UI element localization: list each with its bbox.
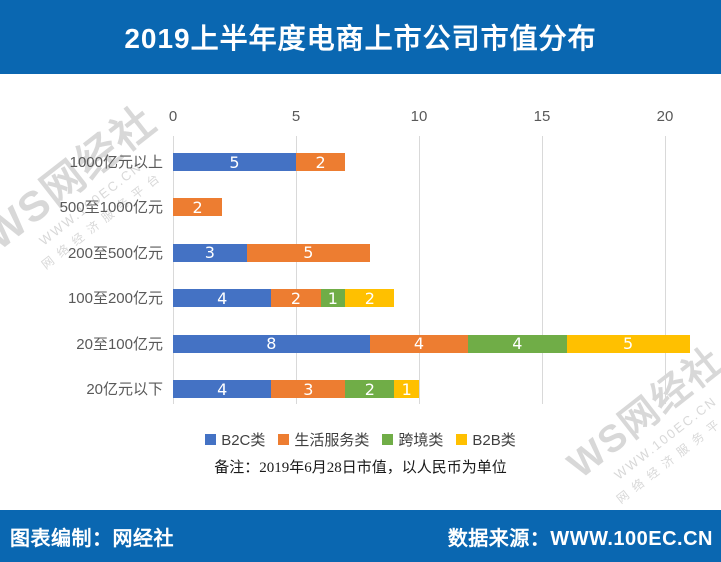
bar-value-label: 2 xyxy=(192,198,203,217)
title-banner: 2019上半年度电商上市公司市值分布 xyxy=(0,0,721,74)
bar-value-label: 3 xyxy=(303,380,314,398)
bar-segment-b2c: 3 xyxy=(173,243,247,262)
gridline xyxy=(296,136,297,404)
bar-value-label: 2 xyxy=(290,289,302,308)
category-label: 20亿元以下 xyxy=(86,381,163,398)
legend-item-cross-border: 跨境类 xyxy=(382,429,443,450)
bar-segment-life-services: 2 xyxy=(173,198,223,217)
x-axis-tick-label: 5 xyxy=(291,108,301,125)
bar-value-label: 2 xyxy=(364,380,375,398)
bar-segment-b2b: 1 xyxy=(394,380,419,398)
category-label: 20至100亿元 xyxy=(76,335,163,353)
x-axis-tick-label: 20 xyxy=(656,108,674,125)
x-axis-tick-label: 10 xyxy=(410,108,428,125)
bar-segment-cross-border: 2 xyxy=(345,380,395,398)
legend-item-life-services: 生活服务类 xyxy=(278,429,369,450)
bar-segment-b2c: 8 xyxy=(173,334,370,353)
bar-segment-life-services: 2 xyxy=(296,153,346,171)
legend-label: B2C类 xyxy=(221,432,266,449)
gridline xyxy=(173,136,174,404)
bar-value-label: 2 xyxy=(315,153,326,171)
bar-value-label: 5 xyxy=(623,334,634,353)
bar-value-label: 4 xyxy=(217,380,228,398)
gridline xyxy=(542,136,543,404)
category-label: 500至1000亿元 xyxy=(59,199,163,217)
bar-value-label: 5 xyxy=(303,243,314,262)
footer-source: 数据来源：WWW.100EC.CN xyxy=(447,527,713,550)
category-label: 1000亿元以上 xyxy=(69,154,163,171)
bar-segment-life-services: 5 xyxy=(246,243,370,262)
bar-value-label: 5 xyxy=(229,153,240,171)
legend-label: B2B类 xyxy=(472,432,516,449)
bar-value-label: 4 xyxy=(217,289,228,308)
legend-marker-b2b xyxy=(456,434,468,445)
bar-segment-b2c: 5 xyxy=(173,153,296,171)
footer-credit: 图表编制：网经社 xyxy=(10,527,174,550)
legend-label: 生活服务类 xyxy=(294,432,370,449)
bar-segment-life-services: 3 xyxy=(271,380,346,398)
bar-value-label: 8 xyxy=(266,334,277,353)
x-axis-tick-label: 0 xyxy=(168,108,178,125)
legend-marker-b2c xyxy=(205,434,217,445)
bar-segment-b2c: 4 xyxy=(173,289,272,308)
bar-segment-life-services: 4 xyxy=(369,334,469,353)
bar-value-label: 4 xyxy=(512,334,523,353)
legend-item-b2c: B2C类 xyxy=(205,429,265,450)
x-axis-tick-label: 15 xyxy=(533,108,551,125)
bar-segment-b2c: 4 xyxy=(173,380,272,398)
chart-note: 备注：2019年6月28日市值，以人民币为单位 xyxy=(214,460,507,476)
bar-segment-cross-border: 4 xyxy=(468,334,567,353)
legend-label: 跨境类 xyxy=(398,432,444,449)
bar-segment-b2b: 5 xyxy=(566,334,690,353)
gridline xyxy=(419,136,420,404)
bar-value-label: 3 xyxy=(204,243,215,262)
legend-marker-cross-border xyxy=(382,434,394,445)
category-label: 200至500亿元 xyxy=(67,244,163,262)
bar-value-label: 1 xyxy=(401,380,412,398)
bar-value-label: 1 xyxy=(327,289,338,308)
footer-bar: 图表编制：网经社 数据来源：WWW.100EC.CN xyxy=(0,510,721,562)
legend-item-b2b: B2B类 xyxy=(456,429,516,450)
legend: B2C类 生活服务类 跨境类 B2B类 xyxy=(0,429,721,450)
bar-segment-life-services: 2 xyxy=(271,289,321,308)
bar-value-label: 4 xyxy=(413,334,425,353)
bar-segment-b2b: 2 xyxy=(345,289,395,308)
gridline xyxy=(665,136,666,404)
page-title: 2019上半年度电商上市公司市值分布 xyxy=(124,23,597,54)
category-label: 100至200亿元 xyxy=(67,290,163,308)
bar-segment-cross-border: 1 xyxy=(320,289,346,308)
legend-marker-life-services xyxy=(278,434,290,445)
bar-value-label: 2 xyxy=(364,289,375,308)
